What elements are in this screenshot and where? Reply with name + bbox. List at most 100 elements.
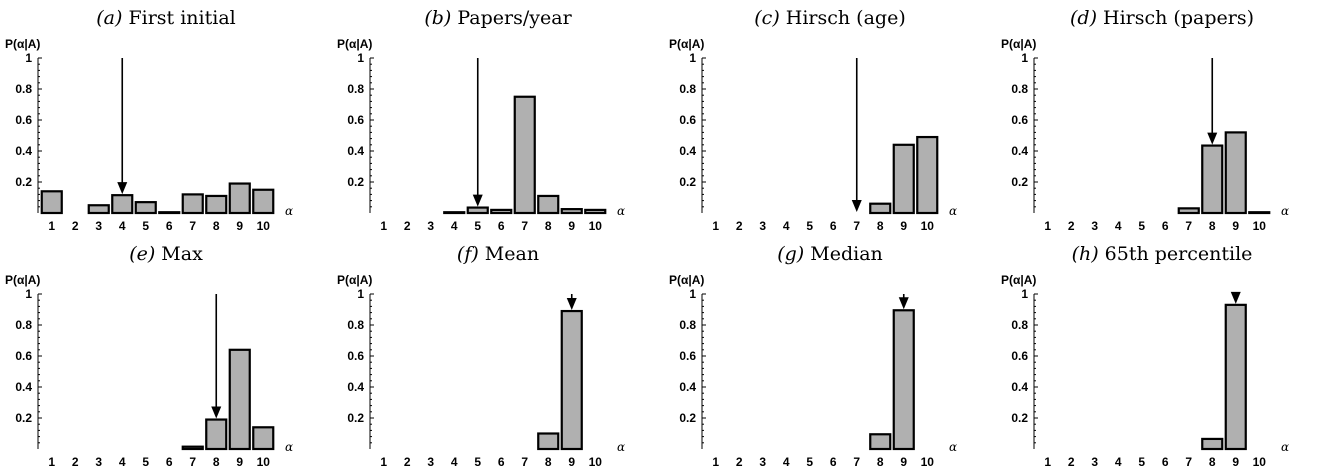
- y-tick-label: 0.4: [1011, 380, 1028, 394]
- x-tick-label: 8: [213, 455, 220, 469]
- x-tick-label: 8: [213, 219, 220, 233]
- x-axis-label: α: [1281, 440, 1289, 454]
- panel-title-tag: (a): [96, 7, 122, 29]
- y-tick-label: 1: [689, 51, 696, 65]
- x-axis-label: α: [285, 440, 293, 454]
- x-tick-label: 6: [830, 455, 837, 469]
- y-tick-label: 0.6: [347, 113, 364, 127]
- bar-8: [537, 194, 560, 215]
- panel-title-tag: (e): [129, 243, 155, 265]
- y-axis-label: P(α|A): [669, 273, 704, 287]
- y-tick-label: 0.8: [1011, 82, 1028, 96]
- x-tick-label: 2: [72, 219, 79, 233]
- panel-b: (b) Papers/year P(α|A) 0.2 0.4 0.6 0.8 1 1 2 3 4 5 6…: [337, 7, 625, 233]
- panel-title-tag: (f): [457, 243, 479, 265]
- x-tick-label: 2: [72, 455, 79, 469]
- x-axis-label: α: [949, 204, 957, 218]
- x-tick-label: 7: [1185, 455, 1192, 469]
- panel-title-text: Mean: [479, 243, 539, 265]
- panel-title-text: Max: [155, 243, 203, 265]
- x-tick-label: 3: [95, 219, 102, 233]
- bar-6: [158, 211, 181, 215]
- x-axis-label: α: [285, 204, 293, 218]
- y-tick-label: 0.2: [347, 411, 364, 425]
- bar-5: [134, 201, 157, 215]
- x-tick-label: 8: [877, 219, 884, 233]
- bar-9: [228, 182, 251, 215]
- y-tick-label: 0.6: [679, 113, 696, 127]
- panel-e: (e) Max P(α|A) 0.2 0.4 0.6 0.8 1 1 2 3 4 5 6 7 8 9 10 α: [5, 243, 293, 469]
- y-tick-label: 0.8: [15, 82, 32, 96]
- panel-title: (h) 65th percentile: [1072, 243, 1253, 265]
- x-tick-label: 10: [1253, 219, 1267, 233]
- x-axis-label: α: [1281, 204, 1289, 218]
- x-tick-label: 3: [1091, 219, 1098, 233]
- bar-8: [869, 433, 892, 451]
- x-tick-label: 6: [166, 455, 173, 469]
- x-tick-label: 6: [830, 219, 837, 233]
- x-tick-label: 10: [1253, 455, 1267, 469]
- y-tick-label: 0.8: [347, 82, 364, 96]
- panel-title-text: Median: [804, 243, 883, 265]
- y-tick-label: 0.6: [1011, 349, 1028, 363]
- y-tick-label: 0.8: [347, 318, 364, 332]
- y-tick-label: 1: [357, 51, 364, 65]
- x-tick-label: 7: [521, 219, 528, 233]
- x-tick-label: 5: [1138, 455, 1145, 469]
- bar-9: [892, 143, 915, 215]
- panel-c: (c) Hirsch (age) P(α|A) 0.2 0.4 0.6 0.8 1 1 2 3 4 5…: [669, 7, 957, 233]
- x-tick-label: 2: [404, 219, 411, 233]
- panel-title: (c) Hirsch (age): [754, 7, 905, 29]
- panel-title: (f) Mean: [457, 243, 539, 265]
- x-tick-label: 9: [568, 219, 575, 233]
- y-tick-label: 1: [689, 287, 696, 301]
- x-tick-label: 4: [1115, 455, 1122, 469]
- y-axis-label: P(α|A): [669, 37, 704, 51]
- x-tick-label: 8: [545, 219, 552, 233]
- x-tick-label: 2: [1068, 455, 1075, 469]
- x-tick-label: 9: [1232, 219, 1239, 233]
- x-tick-label: 3: [427, 455, 434, 469]
- panel-g: (g) Median P(α|A) 0.2 0.4 0.6 0.8 1 1 2 3 4 5 6 7 8 9 10…: [669, 243, 957, 469]
- y-tick-label: 0.6: [15, 349, 32, 363]
- x-tick-label: 5: [806, 219, 813, 233]
- x-axis-label: α: [949, 440, 957, 454]
- x-tick-label: 5: [474, 219, 481, 233]
- x-tick-label: 9: [900, 219, 907, 233]
- x-tick-label: 7: [1185, 219, 1192, 233]
- x-tick-label: 4: [1115, 219, 1122, 233]
- y-tick-label: 0.8: [679, 82, 696, 96]
- panel-title-tag: (h): [1072, 243, 1099, 265]
- arrow-head: [472, 194, 483, 207]
- y-tick-label: 0.4: [1011, 144, 1028, 158]
- panel-d: (d) Hirsch (papers) P(α|A) 0.2 0.4 0.6 0.8 1 1 2…: [1001, 7, 1289, 233]
- panel-title-tag: (b): [424, 7, 451, 29]
- bar-9: [892, 309, 915, 451]
- panel-title-tag: (g): [777, 243, 804, 265]
- bar-8: [205, 194, 228, 215]
- bar-8: [205, 418, 228, 451]
- y-axis-label: P(α|A): [5, 37, 40, 51]
- x-tick-label: 10: [257, 219, 271, 233]
- bar-5: [466, 206, 489, 215]
- bar-7: [513, 95, 536, 215]
- bar-1: [40, 190, 63, 215]
- panel-title-text: 65th percentile: [1099, 243, 1253, 265]
- x-tick-label: 3: [1091, 455, 1098, 469]
- y-tick-label: 0.8: [679, 318, 696, 332]
- panel-title-tag: (d): [1070, 7, 1097, 29]
- x-tick-label: 2: [1068, 219, 1075, 233]
- bar-9: [1224, 131, 1247, 215]
- bar-10: [584, 208, 607, 215]
- x-tick-label: 10: [589, 455, 603, 469]
- y-tick-label: 0.2: [679, 175, 696, 189]
- y-tick-label: 0.6: [347, 349, 364, 363]
- x-tick-label: 5: [806, 455, 813, 469]
- bar-10: [1248, 211, 1271, 215]
- bar-8: [1201, 437, 1224, 451]
- y-tick-label: 1: [357, 287, 364, 301]
- y-tick-label: 0.2: [1011, 175, 1028, 189]
- x-tick-label: 6: [1162, 455, 1169, 469]
- x-tick-label: 8: [877, 455, 884, 469]
